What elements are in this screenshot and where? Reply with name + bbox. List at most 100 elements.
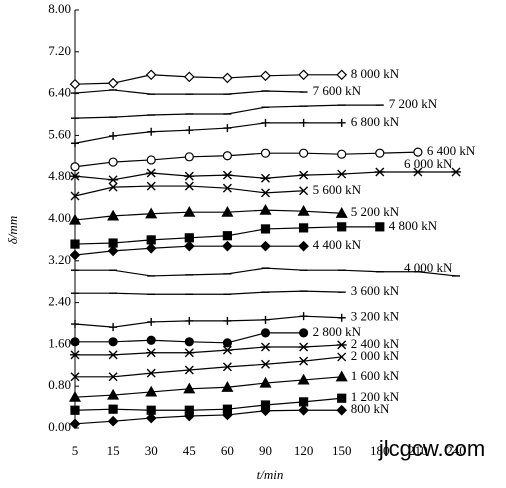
marker [185,126,194,135]
marker [183,205,196,217]
series-label: 4 800 kN [389,218,438,233]
marker [70,191,80,201]
marker [108,372,118,382]
marker [298,69,309,81]
series-line [75,344,342,356]
series-line [74,397,342,411]
x-tick-label: 5 [72,443,79,458]
marker [337,352,347,362]
marker [107,245,119,257]
marker [68,390,82,402]
marker [222,151,232,161]
y-tick-label: 1.60 [48,335,71,350]
marker [71,320,79,329]
series-label: 2 800 kN [313,324,362,339]
marker [145,69,157,81]
series-line [74,122,342,144]
marker [299,356,309,366]
marker [260,173,271,183]
marker [183,71,195,83]
marker [108,175,119,185]
marker [451,167,461,177]
marker [184,365,194,375]
y-tick-label: 4.00 [48,210,71,225]
marker [146,155,156,165]
series-label: 5 600 kN [313,182,362,197]
series-label: 5 200 kN [351,204,400,219]
x-tick-label: 210 [408,443,428,458]
marker [108,337,118,347]
marker [70,162,80,172]
marker [146,405,156,415]
marker [145,207,158,219]
y-tick-label: 7.20 [48,43,71,58]
marker [222,240,233,252]
x-tick-label: 240 [446,443,466,458]
marker [299,118,308,127]
series-label: 6 400 kN [427,143,476,158]
marker [337,149,347,159]
marker [185,316,194,325]
marker [147,127,156,136]
series-label: 1 600 kN [351,368,400,383]
series-label: 8 000 kN [351,66,400,81]
marker [260,240,271,252]
marker [259,203,272,215]
y-tick-label: 5.60 [48,126,71,141]
y-tick-label: 4.80 [48,168,71,183]
marker [109,323,118,332]
x-tick-label: 120 [294,443,314,458]
marker [260,328,271,338]
marker [336,169,347,179]
marker [146,348,157,358]
series-line [74,151,418,168]
marker [223,124,232,133]
marker [108,404,118,414]
marker [299,312,308,321]
marker [222,362,232,372]
marker [184,337,194,347]
marker [108,350,119,360]
y-tick-label: 2.40 [48,294,71,309]
marker [108,182,118,192]
series-line [75,290,342,295]
marker [184,405,194,415]
marker [146,168,157,178]
marker [299,397,309,407]
marker [336,404,348,416]
marker [337,118,346,127]
marker [146,181,156,191]
marker [146,368,156,378]
marker [374,167,385,177]
marker [109,131,118,140]
marker [147,317,156,326]
marker [221,381,234,392]
marker [297,204,310,216]
marker [146,335,156,345]
y-tick-label: 0.80 [48,377,71,392]
series-label: 4 400 kN [313,237,362,252]
y-tick-label: 0.00 [48,419,71,434]
series-line [74,209,342,221]
marker [107,209,120,221]
y-tick-label: 6.40 [48,85,71,100]
x-tick-label: 15 [107,443,120,458]
marker [69,249,81,261]
marker [222,338,232,348]
x-tick-label: 90 [259,443,272,458]
series-label: 6 000 kN [404,156,453,171]
marker [70,239,80,249]
marker [259,376,272,388]
y-tick-label: 8.00 [48,1,71,16]
series-line [74,315,342,328]
series-label: 800 kN [351,401,390,416]
marker [297,373,310,385]
series-label: 6 800 kN [351,114,400,129]
marker [108,157,118,167]
marker [222,183,232,193]
marker [145,242,157,254]
marker [70,350,80,360]
marker [222,345,233,355]
marker [412,167,423,177]
